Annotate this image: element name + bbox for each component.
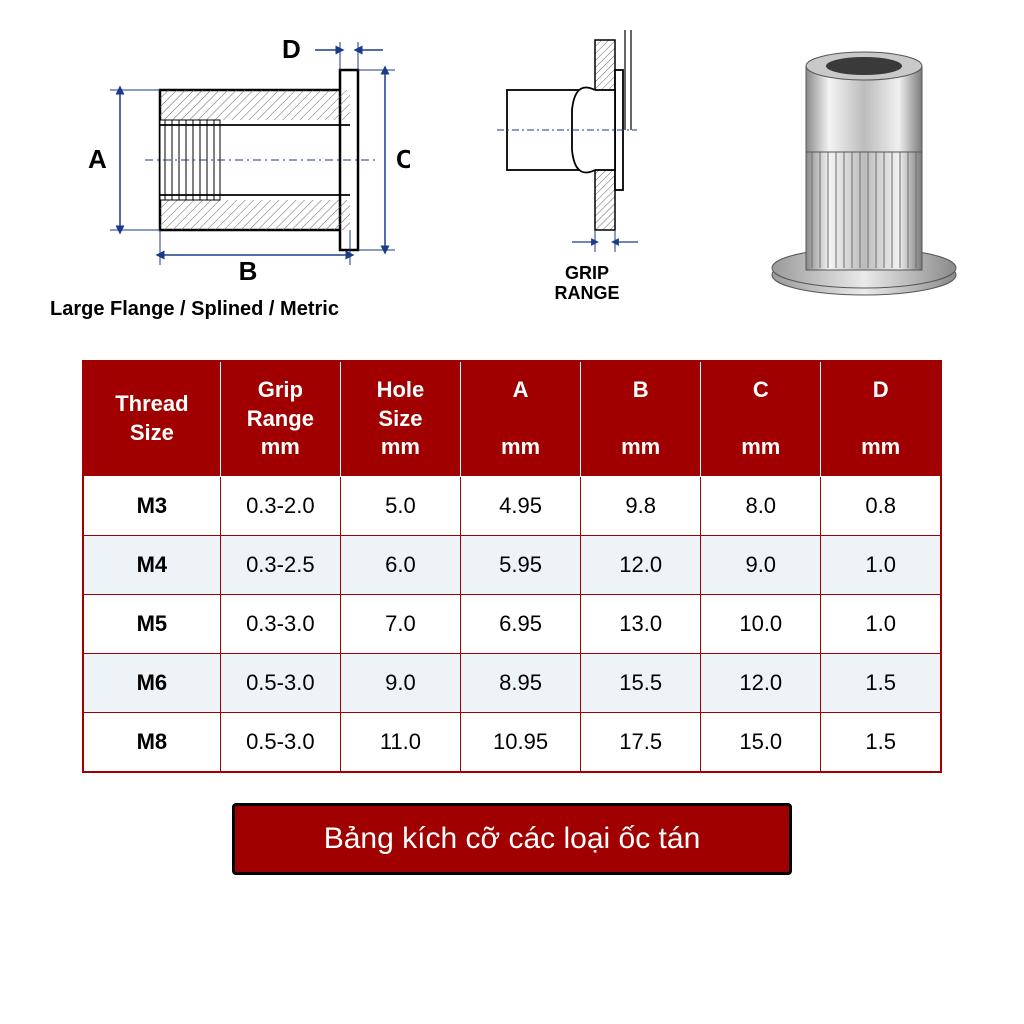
table-cell: 15.5 xyxy=(581,653,701,712)
table-cell: 9.0 xyxy=(340,653,460,712)
thread-size-cell: M5 xyxy=(83,594,220,653)
table-cell: 7.0 xyxy=(340,594,460,653)
diagram-mid: GRIPRANGE xyxy=(477,30,697,304)
table-cell: 0.3-3.0 xyxy=(220,594,340,653)
thread-size-cell: M3 xyxy=(83,476,220,535)
table-cell: 6.95 xyxy=(460,594,580,653)
table-body: M30.3-2.05.04.959.88.00.8M40.3-2.56.05.9… xyxy=(83,476,941,772)
table-cell: 12.0 xyxy=(581,535,701,594)
grip-range-label: GRIPRANGE xyxy=(477,264,697,304)
table-cell: 11.0 xyxy=(340,712,460,772)
caption-bar: Bảng kích cỡ các loại ốc tán xyxy=(232,803,792,875)
table-header-cell: HoleSizemm xyxy=(340,361,460,476)
table-cell: 10.0 xyxy=(701,594,821,653)
table-header-cell: Bmm xyxy=(581,361,701,476)
dim-label-b: B xyxy=(239,256,258,286)
table-cell: 6.0 xyxy=(340,535,460,594)
diagram-row: A B C D Large Flange / Splined / Metric xyxy=(20,30,1004,330)
table-cell: 8.95 xyxy=(460,653,580,712)
table-cell: 5.95 xyxy=(460,535,580,594)
table-cell: 17.5 xyxy=(581,712,701,772)
thread-size-cell: M6 xyxy=(83,653,220,712)
table-cell: 0.5-3.0 xyxy=(220,712,340,772)
table-cell: 1.0 xyxy=(821,594,941,653)
table-cell: 1.5 xyxy=(821,712,941,772)
table-cell: 9.8 xyxy=(581,476,701,535)
table-cell: 12.0 xyxy=(701,653,821,712)
table-cell: 10.95 xyxy=(460,712,580,772)
table-row: M30.3-2.05.04.959.88.00.8 xyxy=(83,476,941,535)
dim-label-c: C xyxy=(396,144,410,174)
table-cell: 9.0 xyxy=(701,535,821,594)
thread-size-cell: M4 xyxy=(83,535,220,594)
rivet-nut-svg xyxy=(764,30,964,310)
table-header-cell: ThreadSize xyxy=(83,361,220,476)
table-cell: 1.0 xyxy=(821,535,941,594)
table: ThreadSizeGripRangemmHoleSizemmAmmBmmCmm… xyxy=(82,360,942,773)
table-cell: 13.0 xyxy=(581,594,701,653)
table-cell: 15.0 xyxy=(701,712,821,772)
table-cell: 5.0 xyxy=(340,476,460,535)
dim-label-a: A xyxy=(88,144,107,174)
table-cell: 0.3-2.5 xyxy=(220,535,340,594)
dim-label-d: D xyxy=(282,34,301,64)
table-cell: 0.5-3.0 xyxy=(220,653,340,712)
table-row: M50.3-3.07.06.9513.010.01.0 xyxy=(83,594,941,653)
table-row: M60.5-3.09.08.9515.512.01.5 xyxy=(83,653,941,712)
table-cell: 8.0 xyxy=(701,476,821,535)
table-header-cell: Dmm xyxy=(821,361,941,476)
grip-range-svg xyxy=(477,30,697,260)
cross-section-svg: A B C D xyxy=(50,30,410,290)
page: A B C D Large Flange / Splined / Metric xyxy=(0,0,1024,1024)
table-header-cell: GripRangemm xyxy=(220,361,340,476)
table-cell: 0.8 xyxy=(821,476,941,535)
table-header-cell: Amm xyxy=(460,361,580,476)
diagram-right xyxy=(764,30,964,310)
table-row: M80.5-3.011.010.9517.515.01.5 xyxy=(83,712,941,772)
thread-size-cell: M8 xyxy=(83,712,220,772)
table-header-cell: Cmm xyxy=(701,361,821,476)
diagram-left: A B C D Large Flange / Splined / Metric xyxy=(50,30,410,321)
diagram-caption: Large Flange / Splined / Metric xyxy=(50,298,410,321)
table-cell: 1.5 xyxy=(821,653,941,712)
table-cell: 4.95 xyxy=(460,476,580,535)
table-row: M40.3-2.56.05.9512.09.01.0 xyxy=(83,535,941,594)
size-table: ThreadSizeGripRangemmHoleSizemmAmmBmmCmm… xyxy=(82,360,942,773)
table-cell: 0.3-2.0 xyxy=(220,476,340,535)
table-head: ThreadSizeGripRangemmHoleSizemmAmmBmmCmm… xyxy=(83,361,941,476)
